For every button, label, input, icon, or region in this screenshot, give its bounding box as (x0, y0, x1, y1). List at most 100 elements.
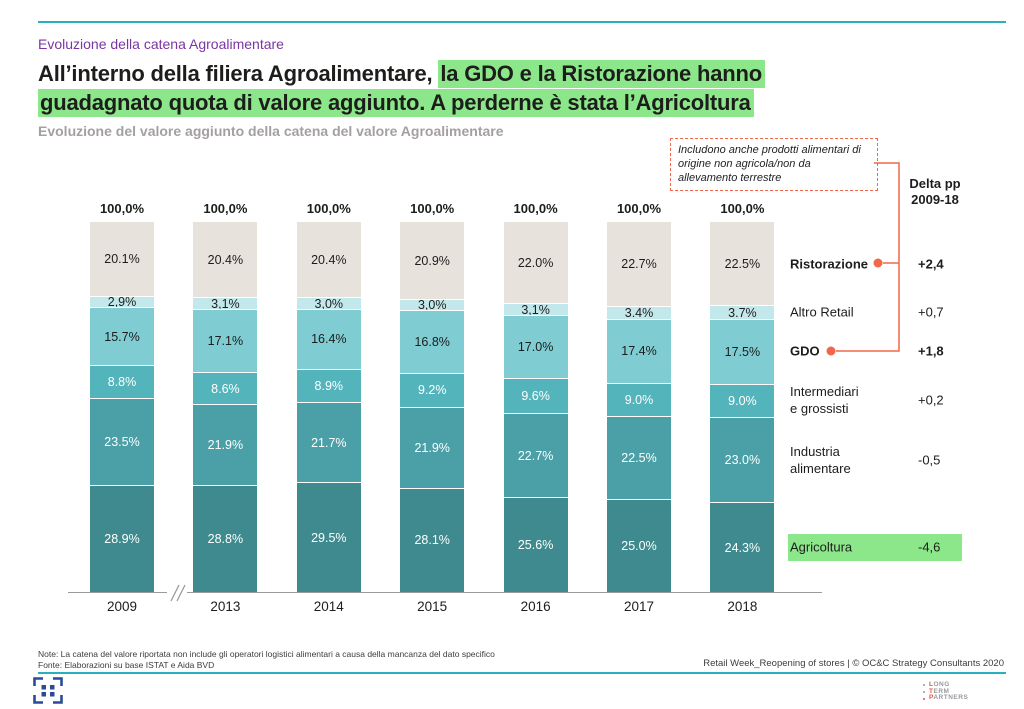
ltp-line-partners: PARTNERS (929, 694, 969, 702)
segment-value-label: 21.7% (311, 435, 347, 450)
segment-value-label: 17.1% (207, 334, 244, 349)
total-label-2013: 100,0% (203, 201, 248, 216)
bar-segment-gdo-2013: 17.1% (193, 308, 258, 373)
segment-value-label: 25.6% (517, 538, 554, 553)
legend-label-ristorazione: Ristorazione (790, 256, 869, 272)
footer-source-text: Retail Week_Reopening of stores | © OC&C… (703, 658, 1004, 669)
bar-segment-ristorazione-2009: 20.1% (90, 222, 154, 297)
bar-segment-industria-alimentare-2016: 22.7% (503, 413, 568, 498)
bar-segment-intermediari-e-grossisti-2015: 9.2% (400, 372, 465, 407)
year-label-2013: 2013 (210, 599, 241, 614)
bar-segment-agricoltura-2017: 25.0% (607, 499, 671, 592)
year-label-2015: 2015 (417, 599, 448, 614)
total-label-2014: 100,0% (306, 201, 351, 216)
segment-value-label: 28.1% (414, 533, 450, 548)
bar-segment-gdo-2016: 17.0% (503, 314, 568, 378)
segment-value-label: 24.3% (724, 540, 761, 555)
total-label-2015: 100,0% (410, 201, 455, 216)
segment-value-label: 20.4% (207, 252, 244, 267)
total-label-2016: 100,0% (513, 201, 558, 216)
year-label-2009: 2009 (106, 599, 138, 614)
segment-value-label: 28.8% (207, 531, 244, 546)
delta-column-header: Delta pp 2009-18 (898, 176, 972, 208)
bar-segment-altro-retail-2018: 3.7% (710, 305, 775, 320)
legend-label-industria-alimentare: Industria alimentare (790, 443, 851, 476)
chart-subtitle: Evoluzione del valore aggiunto della cat… (38, 123, 504, 139)
bar-column-2016: 100,0% 22.0% 3,1% 17.0% 9.6% 22.7% 25.6% (503, 201, 568, 592)
title-highlight-1: la GDO e la Ristorazione hanno (438, 60, 765, 88)
segment-value-label: 8.8% (107, 374, 137, 389)
legend-label-intermediari-e-grossisti: Intermediari e grossisti (790, 384, 859, 417)
segment-value-label: 17.0% (517, 339, 554, 354)
bar-segment-agricoltura-2013: 28.8% (193, 485, 258, 592)
segment-value-label: 9.2% (417, 383, 447, 398)
title-plain-text: All’interno della filiera Agroalimentare… (38, 61, 439, 86)
bar-segment-altro-retail-2013: 3,1% (193, 296, 258, 311)
segment-value-label: 15.7% (104, 329, 140, 344)
bar-segment-agricoltura-2014: 29.5% (296, 482, 361, 592)
title-line-2: guadagnato quota di valore aggiunto. A p… (38, 88, 978, 117)
ltp-line-long: LONG (929, 681, 950, 688)
bar-segment-ristorazione-2018: 22.5% (710, 222, 775, 306)
bar-segment-agricoltura-2015: 28.1% (400, 487, 465, 592)
bar-segment-ristorazione-2017: 22.7% (607, 222, 671, 306)
bar-segment-agricoltura-2018: 24.3% (710, 502, 775, 592)
bar-column-2015: 100,0% 20.9% 3,0% 16.8% 9.2% 21.9% 28.1% (400, 201, 465, 592)
bar-segment-gdo-2015: 16.8% (400, 310, 465, 373)
bar-column-2013: 100,0% 20.4% 3,1% 17.1% 8.6% 21.9% 28.8% (193, 201, 258, 592)
bar-segment-agricoltura-2016: 25.6% (503, 497, 568, 592)
title-line-1: All’interno della filiera Agroalimentare… (38, 59, 978, 88)
delta-value-intermediari-e-grossisti: +0,2 (918, 392, 944, 408)
segment-value-label: 9.0% (624, 393, 654, 408)
bar-segment-altro-retail-2009: 2,9% (90, 295, 154, 309)
segment-value-label: 22.7% (517, 448, 554, 463)
segment-value-label: 20.9% (414, 253, 450, 268)
segment-value-label: 25.0% (621, 539, 657, 554)
legend-label-altro-retail: Altro Retail (790, 304, 854, 320)
total-label-2017: 100,0% (616, 201, 662, 216)
segment-value-label: 8.9% (314, 379, 344, 394)
segment-value-label: 8.6% (211, 381, 240, 396)
segment-value-label: 20.1% (104, 252, 140, 267)
bar-segment-intermediari-e-grossisti-2013: 8.6% (193, 372, 258, 405)
title-highlight-2: guadagnato quota di valore aggiunto. A p… (38, 89, 754, 117)
segment-value-label: 3,1% (521, 302, 550, 317)
delta-value-agricoltura: -4,6 (918, 539, 941, 555)
segment-value-label: 21.9% (207, 438, 244, 453)
year-label-2017: 2017 (623, 599, 655, 614)
long-term-partners-logo: LONG TERM PARTNERS (923, 681, 969, 702)
segment-value-label: 16.4% (311, 332, 347, 347)
legend-label-gdo: GDO (790, 343, 820, 359)
segment-value-label: 20.4% (311, 252, 347, 267)
segment-value-label: 29.5% (311, 530, 347, 545)
legend-label-agricoltura: Agricoltura (790, 539, 853, 555)
bar-column-2017: 100,0% 22.7% 3.4% 17.4% 9.0% 22.5% 25.0% (607, 201, 671, 592)
segment-value-label: 9.6% (521, 389, 550, 403)
total-label-2018: 100,0% (720, 201, 765, 216)
bar-segment-industria-alimentare-2018: 23.0% (710, 416, 775, 503)
bar-segment-altro-retail-2017: 3.4% (607, 305, 671, 320)
segment-value-label: 23.0% (724, 453, 761, 468)
segment-value-label: 22.7% (621, 256, 657, 271)
bar-segment-intermediari-e-grossisti-2014: 8.9% (296, 369, 361, 403)
ltp-dots-icon (923, 684, 926, 700)
segment-value-label: 22.5% (621, 451, 657, 466)
ltp-line-term: TERM (929, 687, 950, 695)
delta-value-ristorazione: +2,4 (918, 256, 944, 272)
year-label-2016: 2016 (520, 599, 551, 614)
segment-value-label: 17.5% (724, 344, 761, 359)
segment-value-label: 22.5% (724, 256, 761, 271)
note-line-1: Note: La catena del valore riportata non… (38, 649, 495, 659)
bar-column-2009: 100,0% 20.1% 2,9% 15.7% 8.8% 23.5% 28.9% (90, 201, 154, 592)
delta-value-gdo: +1,8 (918, 343, 944, 359)
total-label-2009: 100,0% (99, 201, 145, 216)
segment-value-label: 21.9% (414, 440, 450, 455)
segment-value-label: 3.4% (624, 305, 654, 320)
delta-value-industria-alimentare: -0,5 (918, 452, 941, 468)
bar-segment-altro-retail-2016: 3,1% (503, 302, 568, 317)
bar-segment-gdo-2017: 17.4% (607, 318, 671, 383)
segment-value-label: 3,1% (211, 296, 240, 311)
bar-segment-industria-alimentare-2014: 21.7% (296, 402, 361, 483)
